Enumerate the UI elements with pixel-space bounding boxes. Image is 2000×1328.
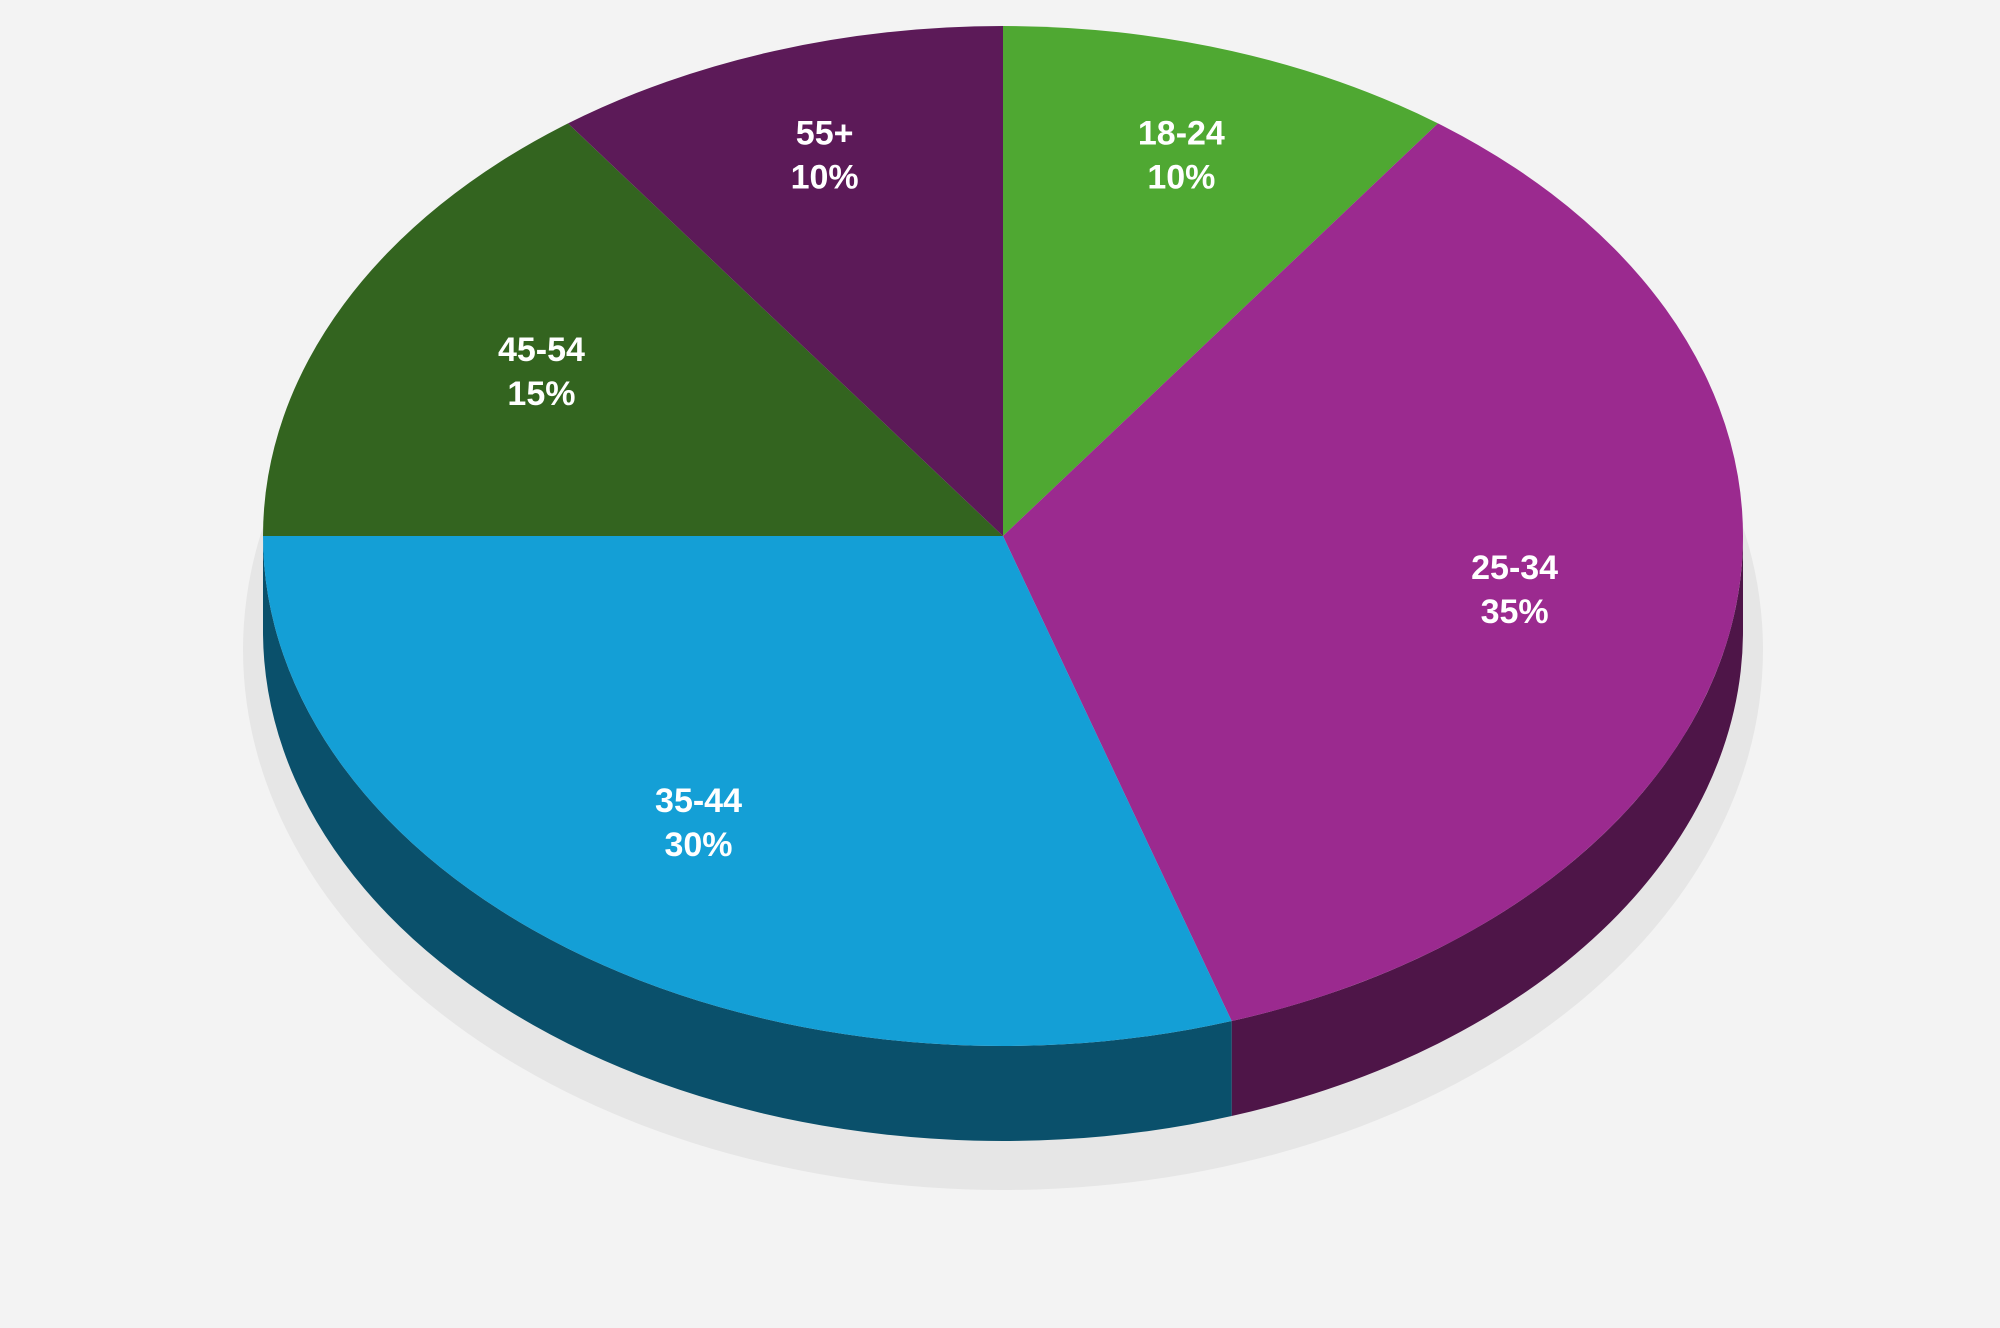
slice-value-label: 10%	[791, 159, 859, 197]
slice-value-label: 30%	[664, 826, 732, 864]
slice-value-label: 15%	[507, 375, 575, 413]
slice	[1003, 26, 1438, 536]
slice-category-label: 18-24	[1138, 115, 1225, 153]
slice-category-label: 25-34	[1471, 549, 1558, 587]
slice-value-label: 10%	[1147, 159, 1215, 197]
slice-value-label: 35%	[1481, 593, 1549, 631]
slice-side	[262, 536, 1232, 1141]
slice	[568, 26, 1003, 536]
slice-category-label: 55+	[796, 115, 854, 153]
slice	[263, 123, 1003, 536]
slice	[1003, 123, 1743, 1022]
slice	[262, 536, 1232, 1046]
slice-category-label: 45-54	[498, 331, 585, 369]
slice-category-label: 35-44	[655, 782, 742, 820]
slice-side	[1231, 536, 1743, 1117]
